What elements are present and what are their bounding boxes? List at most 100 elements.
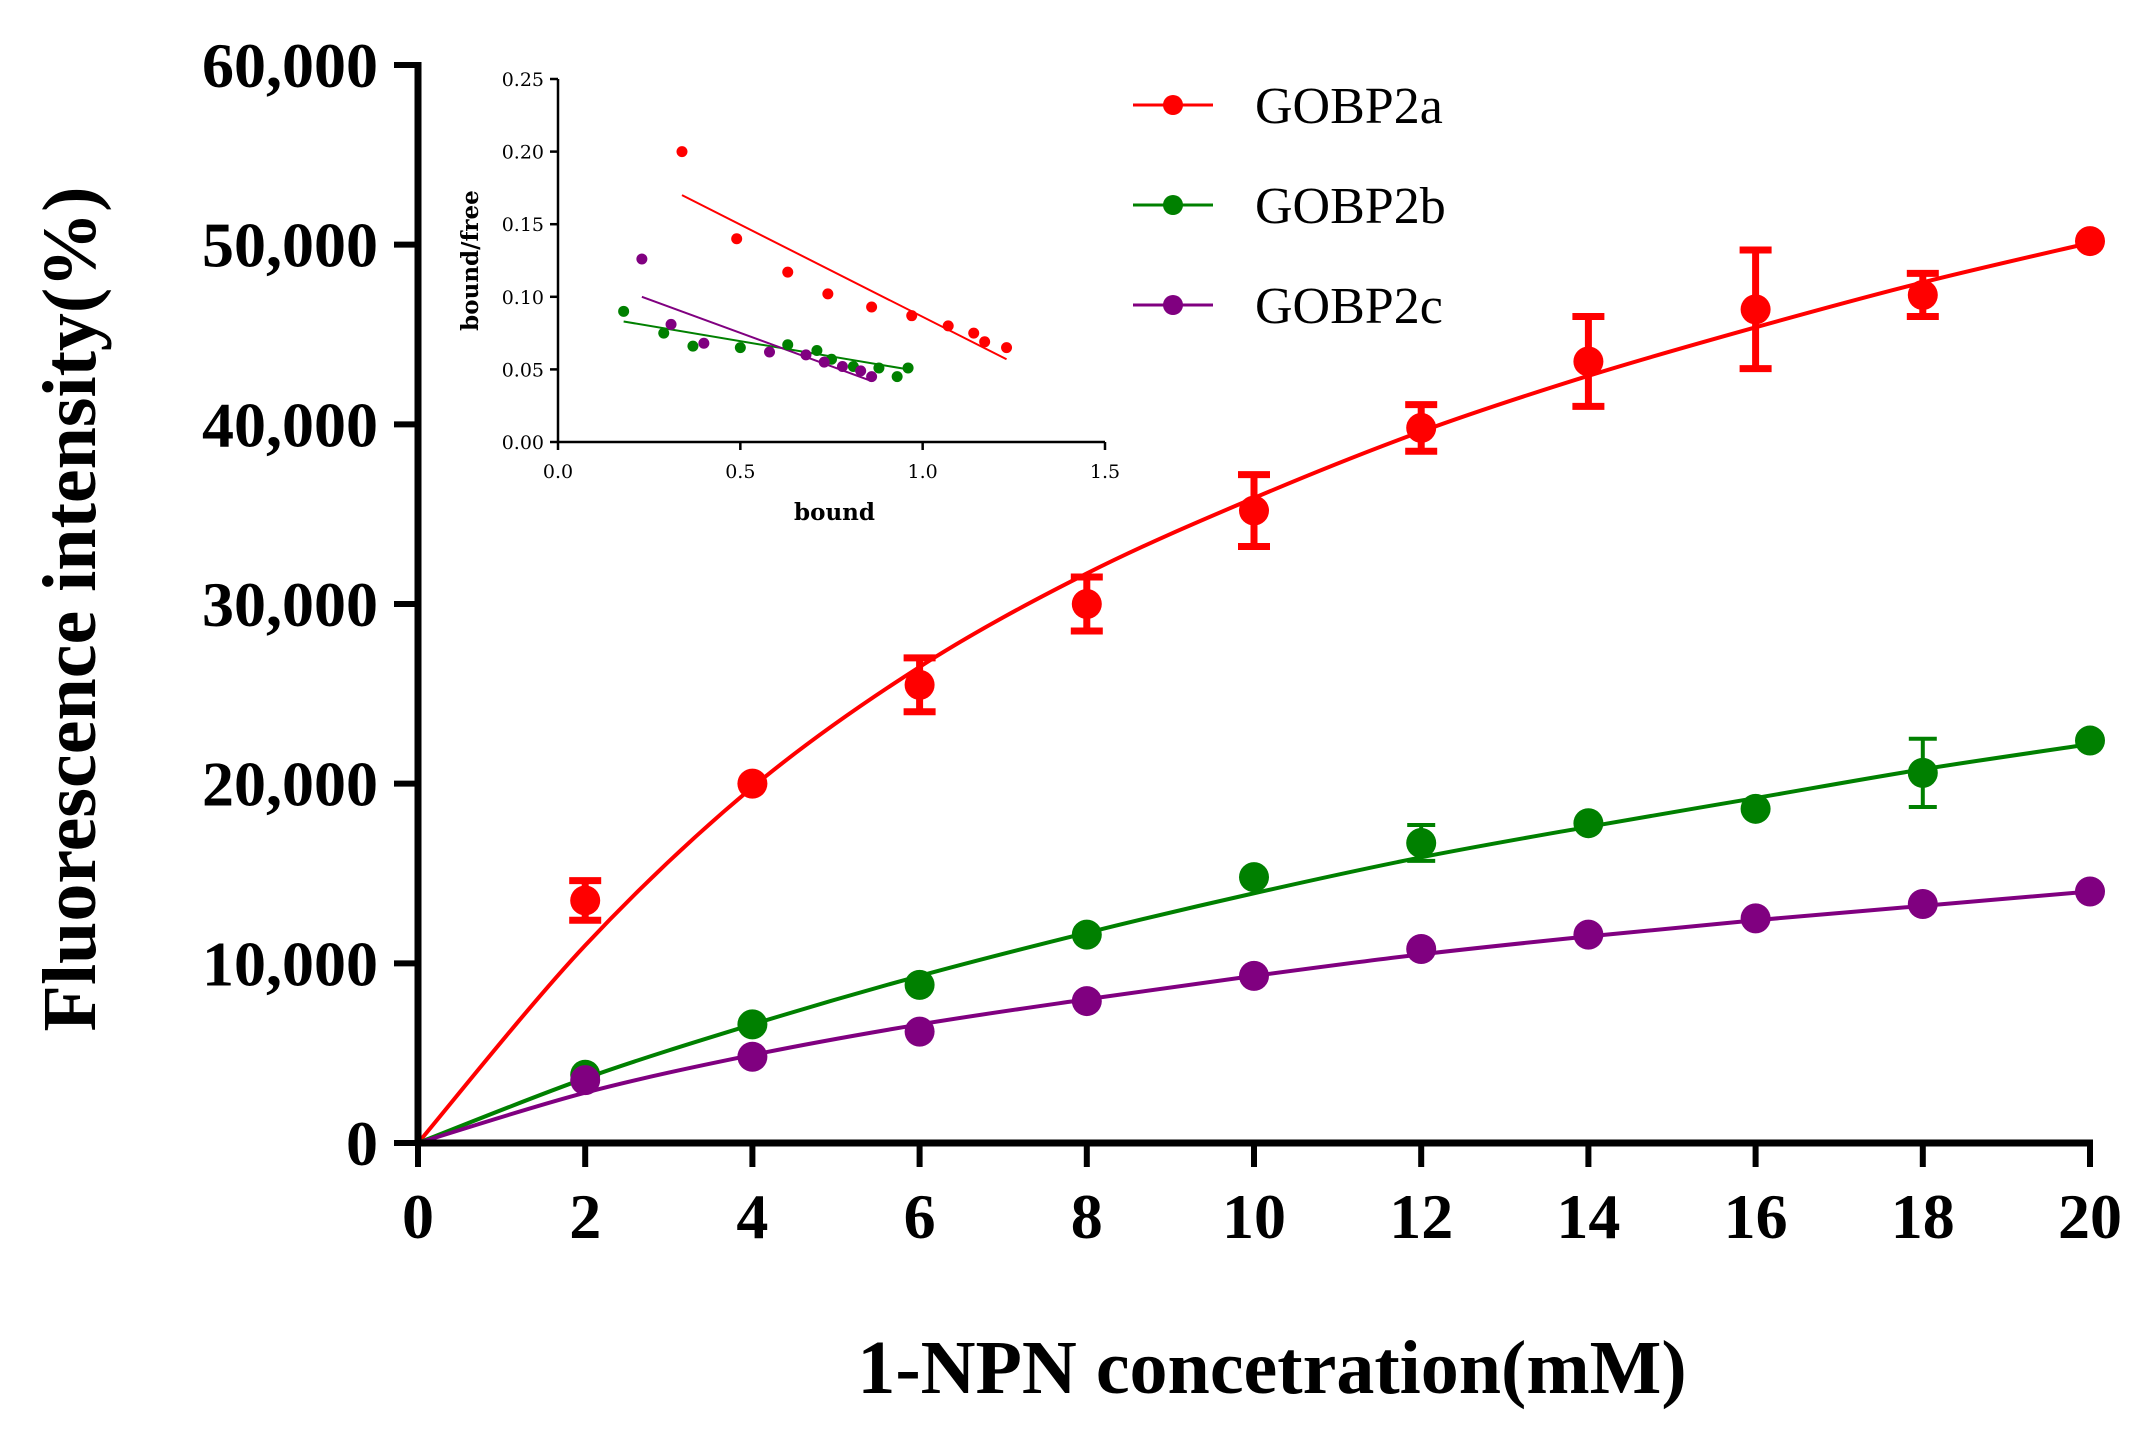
x-tick-label: 10 <box>1222 1181 1286 1252</box>
inset-y-tick-label: 0.20 <box>502 142 544 164</box>
x-tick-label: 12 <box>1389 1181 1453 1252</box>
data-point-gobp2c <box>1239 960 1269 991</box>
inset-x-tick-label: 1.0 <box>908 461 938 483</box>
inset-point-gobp2b <box>618 305 630 317</box>
inset-point-gobp2b <box>658 327 670 339</box>
inset-point-gobp2c <box>665 318 677 330</box>
main-fit-curves <box>416 240 2091 1145</box>
inset-point-gobp2c <box>866 371 878 383</box>
data-point-gobp2c <box>737 1041 768 1072</box>
inset-x-axis-title: bound <box>794 499 875 526</box>
inset-point-gobp2a <box>968 327 980 339</box>
y-tick-label: 30,000 <box>202 569 378 640</box>
inset-point-gobp2b <box>734 342 746 354</box>
inset-x-axis-ticks: 0.0 0.5 1.0 1.5 <box>543 442 1120 483</box>
data-point-gobp2b <box>1071 919 1102 950</box>
data-point-gobp2a <box>1406 412 1437 443</box>
inset-point-gobp2c <box>636 253 648 265</box>
inset-point-gobp2a <box>731 233 743 245</box>
data-point-gobp2a <box>737 768 768 799</box>
data-point-gobp2a <box>1740 294 1771 325</box>
inset-plot: 0.0 0.5 1.0 1.5 0.00 0.05 0.10 0.15 0.20 0.25 bo… <box>457 69 1120 526</box>
x-tick-label: 2 <box>569 1181 601 1252</box>
y-tick-label: 10,000 <box>202 928 378 999</box>
data-point-gobp2c <box>570 1065 601 1096</box>
data-point-gobp2b <box>1406 827 1437 858</box>
data-point-gobp2c <box>1573 919 1604 950</box>
inset-point-gobp2a <box>782 266 794 278</box>
data-point-gobp2b <box>1573 808 1604 839</box>
inset-point-gobp2a <box>866 301 878 313</box>
x-tick-label: 8 <box>1071 1181 1103 1252</box>
data-point-gobp2a <box>1239 495 1269 526</box>
legend-label-gobp2a: GOBP2a <box>1255 78 1443 135</box>
x-tick-label: 20 <box>2058 1181 2122 1252</box>
x-tick-label: 6 <box>904 1181 936 1252</box>
legend-marker-gobp2a <box>1163 95 1183 115</box>
inset-point-gobp2a <box>906 310 918 322</box>
inset-y-tick-label: 0.10 <box>502 287 544 309</box>
inset-x-tick-label: 0.5 <box>725 461 755 483</box>
data-point-gobp2c <box>1740 903 1771 934</box>
inset-point-gobp2b <box>902 362 914 374</box>
inset-point-gobp2c <box>855 365 867 377</box>
data-point-gobp2b <box>1740 793 1771 824</box>
inset-point-gobp2c <box>698 337 710 349</box>
inset-y-tick-label: 0.05 <box>502 359 544 381</box>
inset-x-tick-label: 1.5 <box>1090 461 1120 483</box>
inset-y-axis-ticks: 0.00 0.05 0.10 0.15 0.20 0.25 <box>502 69 558 454</box>
y-axis-ticks: 0 10,000 20,000 30,000 40,000 50,000 60,000 <box>202 30 418 1179</box>
data-point-gobp2c <box>1907 889 1938 920</box>
inset-data-points <box>618 146 1013 383</box>
data-point-gobp2c <box>1071 986 1102 1017</box>
inset-point-gobp2b <box>687 340 699 352</box>
legend-marker-gobp2c <box>1163 295 1183 315</box>
y-tick-label: 0 <box>346 1108 378 1179</box>
inset-y-tick-label: 0.15 <box>502 214 544 236</box>
inset-point-gobp2b <box>811 345 823 357</box>
inset-x-tick-label: 0.0 <box>543 461 573 483</box>
inset-point-gobp2c <box>800 349 812 361</box>
inset-point-gobp2c <box>764 346 776 358</box>
x-tick-label: 14 <box>1556 1181 1620 1252</box>
inset-y-tick-label: 0.00 <box>502 432 544 454</box>
x-axis-title: 1-NPN concetration(mM) <box>857 1326 1686 1410</box>
y-tick-label: 20,000 <box>202 749 378 820</box>
inset-point-gobp2a <box>979 336 991 348</box>
data-point-gobp2b <box>2075 725 2105 756</box>
data-point-gobp2a <box>904 669 935 700</box>
data-point-gobp2b <box>737 1009 768 1040</box>
legend: GOBP2a GOBP2b GOBP2c <box>1133 78 1446 335</box>
main-data-points <box>570 226 2105 1096</box>
fit-curve-gobp2a <box>416 240 2091 1145</box>
data-point-gobp2a <box>1573 346 1604 377</box>
inset-point-gobp2b <box>891 371 903 383</box>
y-tick-label: 60,000 <box>202 30 378 101</box>
inset-y-tick-label: 0.25 <box>502 69 544 91</box>
inset-point-gobp2a <box>942 320 954 332</box>
legend-marker-gobp2b <box>1163 195 1183 215</box>
x-tick-label: 0 <box>402 1181 434 1252</box>
x-tick-label: 4 <box>736 1181 768 1252</box>
data-point-gobp2a <box>570 885 601 916</box>
inset-fit-line-gobp2c <box>641 295 872 382</box>
data-point-gobp2c <box>904 1016 935 1047</box>
inset-point-gobp2b <box>782 339 794 351</box>
legend-label-gobp2c: GOBP2c <box>1255 278 1443 335</box>
data-point-gobp2b <box>1239 862 1269 893</box>
x-axis-ticks: 0 2 4 6 8 10 12 14 16 18 20 <box>402 1143 2122 1252</box>
y-axis-title: Fluorescence intensity(%) <box>28 187 112 1032</box>
inset-fit-line-gobp2a <box>681 194 1007 361</box>
inset-point-gobp2a <box>676 146 688 158</box>
inset-point-gobp2a <box>1001 342 1013 354</box>
fit-curve-gobp2b <box>417 742 2091 1145</box>
inset-point-gobp2a <box>822 288 834 300</box>
inset-y-axis-title: bound/free <box>457 190 484 331</box>
data-point-gobp2c <box>2075 876 2105 907</box>
data-point-gobp2c <box>1406 933 1437 964</box>
inset-point-gobp2c <box>818 356 830 368</box>
y-tick-label: 50,000 <box>202 210 378 281</box>
data-point-gobp2a <box>2075 226 2105 257</box>
